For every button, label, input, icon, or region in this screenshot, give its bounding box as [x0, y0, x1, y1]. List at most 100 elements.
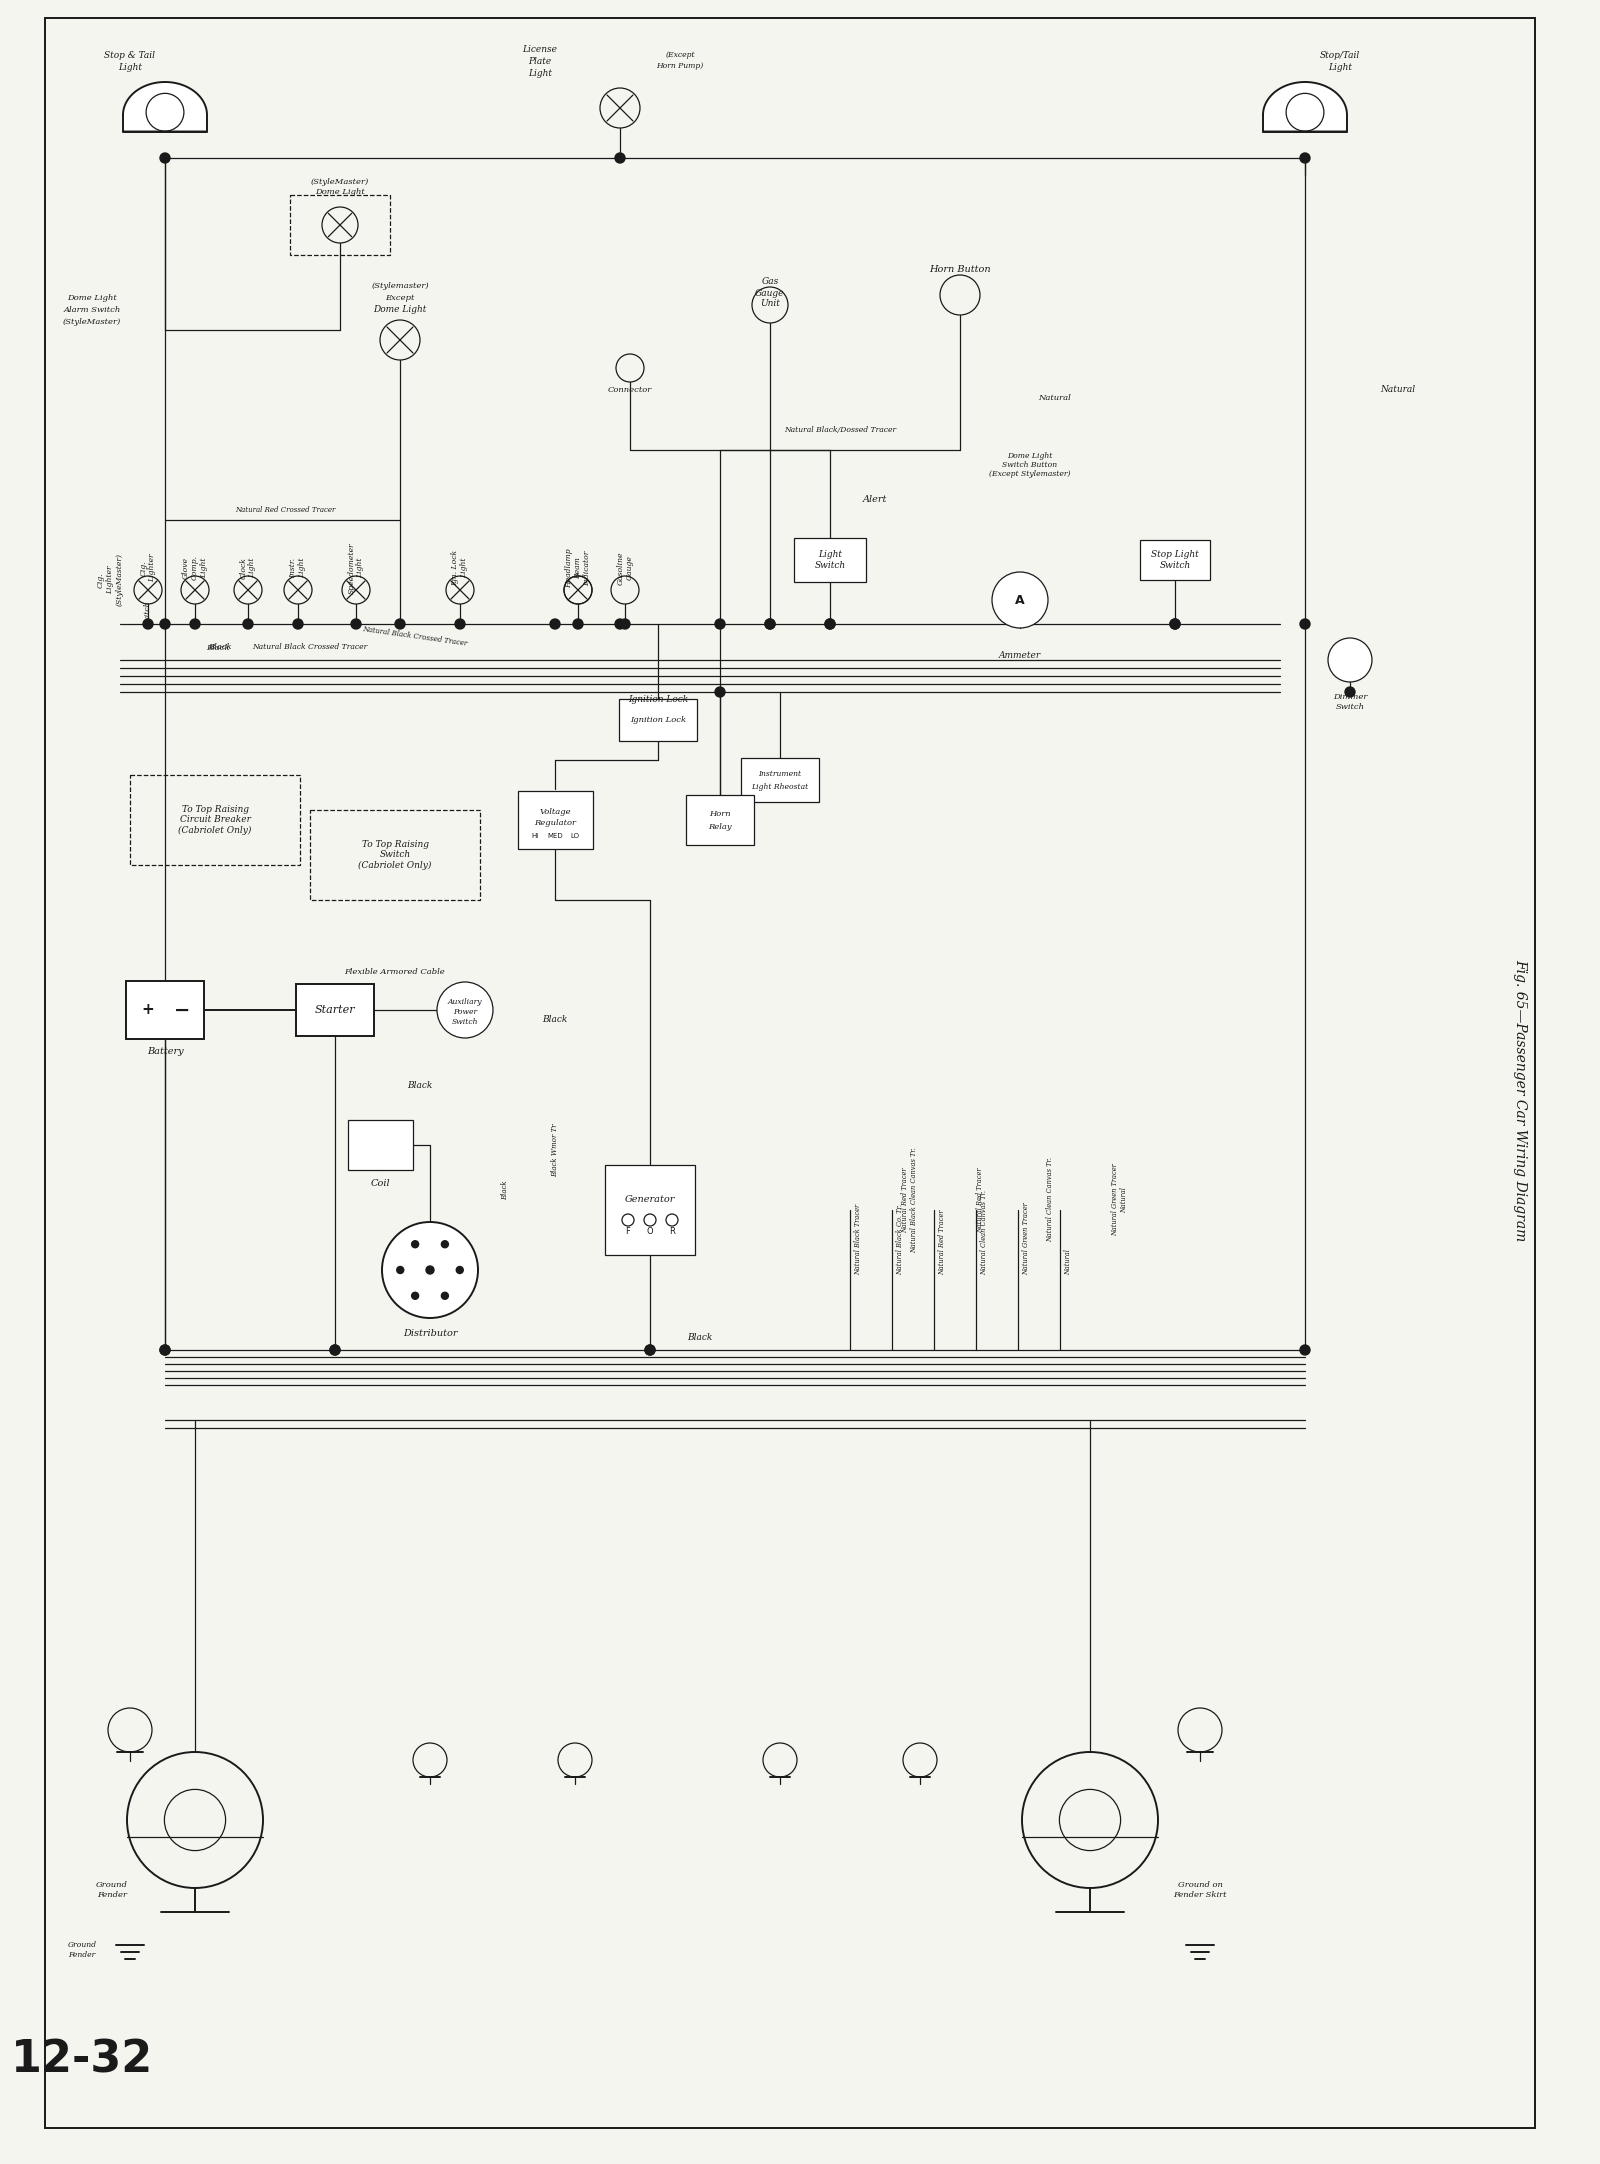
- Text: Black: Black: [206, 645, 230, 651]
- Text: (Except: (Except: [666, 52, 694, 58]
- Circle shape: [442, 1240, 448, 1249]
- Text: Flexible Armored Cable: Flexible Armored Cable: [344, 967, 445, 976]
- Circle shape: [454, 619, 466, 630]
- Text: Dome Light: Dome Light: [315, 188, 365, 197]
- Text: Natural Green Tracer
Natural: Natural Green Tracer Natural: [1112, 1164, 1128, 1236]
- Circle shape: [715, 619, 725, 630]
- Text: Stop & Tail: Stop & Tail: [104, 50, 155, 58]
- Circle shape: [992, 571, 1048, 628]
- Circle shape: [160, 154, 170, 162]
- Text: Black Wmor Tr: Black Wmor Tr: [550, 1123, 558, 1177]
- Circle shape: [243, 619, 253, 630]
- Bar: [1139, 541, 1210, 580]
- Text: LO: LO: [571, 833, 579, 840]
- Text: Auxiliary: Auxiliary: [448, 998, 482, 1006]
- Text: Except: Except: [386, 294, 414, 303]
- Text: Black: Black: [542, 1015, 568, 1024]
- Circle shape: [1299, 154, 1310, 162]
- Bar: [126, 980, 205, 1039]
- Text: Power: Power: [453, 1008, 477, 1017]
- Circle shape: [614, 619, 626, 630]
- Text: Dome Light: Dome Light: [373, 305, 427, 314]
- Text: Headlamp
Beam
Indicator: Headlamp Beam Indicator: [565, 547, 592, 589]
- Circle shape: [573, 619, 582, 630]
- Text: Light: Light: [118, 63, 142, 71]
- Circle shape: [442, 1292, 448, 1298]
- Circle shape: [1346, 686, 1355, 697]
- Text: (Stylemaster): (Stylemaster): [371, 281, 429, 290]
- Text: Battery: Battery: [147, 1047, 184, 1056]
- Bar: [518, 792, 594, 848]
- Text: Horn Button: Horn Button: [930, 266, 990, 275]
- Polygon shape: [1262, 82, 1347, 132]
- Text: Alarm Switch: Alarm Switch: [64, 305, 120, 314]
- Text: Natural Red Tracer
Natural Black Clean Canvas Tr.: Natural Red Tracer Natural Black Clean C…: [901, 1147, 918, 1253]
- Bar: [130, 775, 301, 866]
- Circle shape: [645, 1346, 654, 1355]
- Text: Black: Black: [501, 1179, 509, 1199]
- Bar: [349, 1121, 413, 1171]
- Text: Light
Switch: Light Switch: [814, 550, 845, 569]
- Text: To Top Raising
Switch
(Cabriolet Only): To Top Raising Switch (Cabriolet Only): [358, 840, 432, 870]
- Text: 12-32: 12-32: [11, 2038, 154, 2082]
- Circle shape: [826, 619, 835, 630]
- Text: Natural Black/Dossed Tracer: Natural Black/Dossed Tracer: [784, 426, 896, 435]
- Text: Dome Light: Dome Light: [67, 294, 117, 303]
- Bar: [296, 985, 374, 1037]
- Text: Distributor: Distributor: [403, 1329, 458, 1340]
- Text: Relay: Relay: [709, 822, 731, 831]
- Circle shape: [1328, 638, 1373, 682]
- Circle shape: [826, 619, 835, 630]
- Circle shape: [715, 686, 725, 697]
- Bar: [741, 757, 819, 803]
- Text: Plate: Plate: [528, 58, 552, 67]
- Text: Switch: Switch: [144, 602, 152, 628]
- Text: Black: Black: [688, 1333, 712, 1342]
- Text: Gas: Gas: [762, 277, 779, 286]
- Text: Ignition Lock: Ignition Lock: [627, 695, 688, 705]
- Text: Regulator: Regulator: [534, 818, 576, 827]
- Text: Starter: Starter: [315, 1004, 355, 1015]
- Bar: [290, 195, 390, 255]
- Text: Natural Clean Canvas Tr.: Natural Clean Canvas Tr.: [1046, 1158, 1054, 1242]
- Text: F: F: [626, 1227, 630, 1236]
- Text: Black: Black: [408, 1080, 432, 1088]
- Text: Natural Clean Canvas Tr.: Natural Clean Canvas Tr.: [979, 1190, 989, 1275]
- Circle shape: [1299, 619, 1310, 630]
- Text: Fig. 65—Passenger Car Wiring Diagram: Fig. 65—Passenger Car Wiring Diagram: [1514, 959, 1526, 1242]
- Text: (StyleMaster): (StyleMaster): [62, 318, 122, 327]
- Text: Light: Light: [1328, 63, 1352, 71]
- Text: Glove
Comp.
Light: Glove Comp. Light: [182, 556, 208, 580]
- Circle shape: [411, 1292, 419, 1298]
- Text: Natural Black Crossed Tracer: Natural Black Crossed Tracer: [253, 643, 368, 651]
- Text: Speedometer
Light: Speedometer Light: [347, 543, 365, 593]
- Circle shape: [382, 1223, 478, 1318]
- Text: Switch: Switch: [451, 1017, 478, 1026]
- Circle shape: [456, 1266, 464, 1272]
- Text: Natural Green Tracer: Natural Green Tracer: [1022, 1203, 1030, 1275]
- Circle shape: [1299, 1346, 1310, 1355]
- Text: Horn: Horn: [709, 809, 731, 818]
- Text: Ground
Fender: Ground Fender: [96, 1881, 128, 1898]
- Text: (StyleMaster): (StyleMaster): [310, 177, 370, 186]
- Text: Clock
Light: Clock Light: [240, 556, 256, 580]
- Circle shape: [142, 619, 154, 630]
- Text: Natural Red Crossed Tracer: Natural Red Crossed Tracer: [235, 506, 334, 515]
- Circle shape: [160, 619, 170, 630]
- Circle shape: [160, 1346, 170, 1355]
- Text: Gasoline
Gauge: Gasoline Gauge: [616, 552, 634, 584]
- Text: Light: Light: [528, 69, 552, 78]
- Circle shape: [330, 1346, 339, 1355]
- Text: MED: MED: [547, 833, 563, 840]
- Text: −: −: [174, 1000, 190, 1019]
- Circle shape: [1170, 619, 1181, 630]
- Circle shape: [765, 619, 774, 630]
- Text: Connector: Connector: [608, 385, 653, 394]
- Text: HI: HI: [531, 833, 539, 840]
- Circle shape: [437, 982, 493, 1039]
- Circle shape: [160, 1346, 170, 1355]
- Text: Light Rheostat: Light Rheostat: [752, 783, 808, 792]
- Circle shape: [411, 1240, 419, 1249]
- Text: Dome Light
Switch Button
(Except Stylemaster): Dome Light Switch Button (Except Stylema…: [989, 452, 1070, 478]
- Circle shape: [614, 154, 626, 162]
